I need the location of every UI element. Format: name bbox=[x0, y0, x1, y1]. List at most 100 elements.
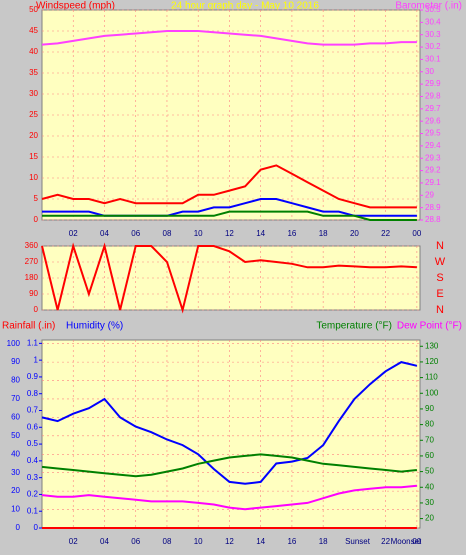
y2-tick-label: 60 bbox=[425, 451, 434, 460]
rain-tick-label: 0.6 bbox=[27, 422, 39, 431]
chart-title: 24 hour graph day - May 10 2016 bbox=[171, 1, 319, 12]
y-tick-label: 15 bbox=[29, 152, 38, 161]
rain-tick-label: 0.1 bbox=[27, 506, 39, 515]
y-tick-label: 100 bbox=[7, 339, 21, 348]
rain-tick-label: 0 bbox=[34, 523, 39, 532]
y-tick-label: 70 bbox=[11, 394, 20, 403]
y2-tick-label: 30.4 bbox=[425, 17, 441, 26]
y-tick-label: 40 bbox=[29, 47, 38, 56]
y2-tick-label: 110 bbox=[425, 373, 438, 382]
rain-tick-label: 0.4 bbox=[27, 456, 39, 465]
x-tick-label: 14 bbox=[256, 537, 265, 546]
y2-tick-label: 29.4 bbox=[425, 141, 441, 150]
series-line bbox=[41, 484, 418, 511]
y2-tick-label: 80 bbox=[425, 420, 434, 429]
series-line bbox=[42, 210, 417, 221]
y-tick-label: 0 bbox=[16, 523, 21, 532]
x-tick-label: 10 bbox=[194, 537, 203, 546]
y2-tick-label: 28.8 bbox=[425, 215, 441, 224]
y2-tick-label: 28.9 bbox=[425, 203, 441, 212]
x-tick-label: 12 bbox=[225, 537, 234, 546]
series-line bbox=[41, 242, 417, 314]
y2-tick-label: 29.3 bbox=[425, 153, 441, 162]
y2-tick-label: 100 bbox=[425, 388, 439, 397]
y-tick-label: 30 bbox=[29, 89, 38, 98]
rain-tick-label: 0.9 bbox=[27, 372, 39, 381]
x-tick-label: 22 bbox=[381, 537, 390, 546]
x-tick-label: 22 bbox=[381, 229, 390, 238]
series-line bbox=[41, 30, 417, 46]
y-tick-label: 10 bbox=[11, 505, 20, 514]
y2-tick-label: 29.1 bbox=[425, 178, 441, 187]
y2-tick-label: 40 bbox=[425, 482, 434, 491]
x-tick-label: 00 bbox=[412, 229, 421, 238]
series-line bbox=[41, 453, 418, 478]
direction-label: W bbox=[435, 256, 446, 268]
y-tick-label: 25 bbox=[29, 110, 38, 119]
x-tick-label: 08 bbox=[163, 229, 172, 238]
plot-area bbox=[41, 339, 421, 529]
x-tick-label: 02 bbox=[69, 229, 78, 238]
x-tick-label: 06 bbox=[131, 229, 140, 238]
x-tick-label: 20 bbox=[350, 229, 359, 238]
rain-tick-label: 0.3 bbox=[27, 473, 39, 482]
y2-tick-label: 29 bbox=[425, 190, 434, 199]
y-tick-label: 45 bbox=[29, 26, 38, 35]
y-tick-label: 10 bbox=[29, 173, 38, 182]
series-line bbox=[41, 361, 418, 485]
rain-tick-label: 0.7 bbox=[27, 406, 39, 415]
y-tick-label: 40 bbox=[11, 449, 20, 458]
y2-tick-label: 20 bbox=[425, 514, 434, 523]
y-tick-label: 5 bbox=[34, 194, 39, 203]
y-tick-label: 90 bbox=[11, 357, 20, 366]
y2-tick-label: 90 bbox=[425, 404, 434, 413]
y2-tick-label: 29.5 bbox=[425, 129, 441, 138]
y2-tick-label: 50 bbox=[425, 467, 434, 476]
direction-label: S bbox=[436, 272, 443, 284]
y-tick-label: 90 bbox=[29, 289, 38, 298]
humidity-axis-label: Humidity (%) bbox=[66, 321, 123, 332]
y-tick-label: 20 bbox=[11, 486, 20, 495]
rain-tick-label: 0.2 bbox=[27, 490, 39, 499]
x-tick-label: 04 bbox=[100, 537, 109, 546]
temperature-axis-label: Temperature (°F) bbox=[316, 321, 392, 332]
y2-tick-label: 30.5 bbox=[425, 5, 441, 14]
y2-tick-label: 29.9 bbox=[425, 79, 441, 88]
x-tick-label: 14 bbox=[256, 229, 265, 238]
y2-tick-label: 29.2 bbox=[425, 166, 441, 175]
x-tick-label: 10 bbox=[194, 229, 203, 238]
y-tick-label: 50 bbox=[11, 431, 20, 440]
y-tick-label: 0 bbox=[34, 305, 39, 314]
y2-tick-label: 29.6 bbox=[425, 116, 441, 125]
series-line bbox=[41, 164, 417, 209]
rain-tick-label: 1.1 bbox=[27, 338, 39, 347]
annotation: Moonset bbox=[391, 537, 422, 546]
y2-tick-label: 29.8 bbox=[425, 92, 441, 101]
y2-tick-label: 130 bbox=[425, 341, 439, 350]
x-tick-label: 08 bbox=[163, 537, 172, 546]
x-tick-label: 06 bbox=[131, 537, 140, 546]
y2-tick-label: 30.3 bbox=[425, 30, 441, 39]
x-tick-label: 16 bbox=[287, 229, 296, 238]
x-tick-label: 18 bbox=[319, 229, 328, 238]
x-tick-label: 12 bbox=[225, 229, 234, 238]
barometer-axis-label: Barometer (.in) bbox=[395, 1, 462, 12]
y2-tick-label: 30.2 bbox=[425, 42, 441, 51]
y-tick-label: 270 bbox=[25, 257, 39, 266]
y2-tick-label: 30 bbox=[425, 498, 434, 507]
direction-label: E bbox=[436, 288, 443, 300]
x-tick-label: 16 bbox=[287, 537, 296, 546]
y-tick-label: 35 bbox=[29, 68, 38, 77]
y2-tick-label: 120 bbox=[425, 357, 439, 366]
wind-axis-label: Windspeed (mph) bbox=[36, 1, 115, 12]
y2-tick-label: 30 bbox=[425, 67, 434, 76]
x-tick-label: 18 bbox=[319, 537, 328, 546]
dewpoint-axis-label: Dew Point (°F) bbox=[397, 321, 462, 332]
y2-tick-label: 29.7 bbox=[425, 104, 441, 113]
direction-label: N bbox=[436, 240, 444, 252]
y-tick-label: 360 bbox=[25, 241, 39, 250]
rain-tick-label: 0.5 bbox=[27, 439, 39, 448]
y-tick-label: 180 bbox=[25, 273, 39, 282]
y-tick-label: 80 bbox=[11, 376, 20, 385]
